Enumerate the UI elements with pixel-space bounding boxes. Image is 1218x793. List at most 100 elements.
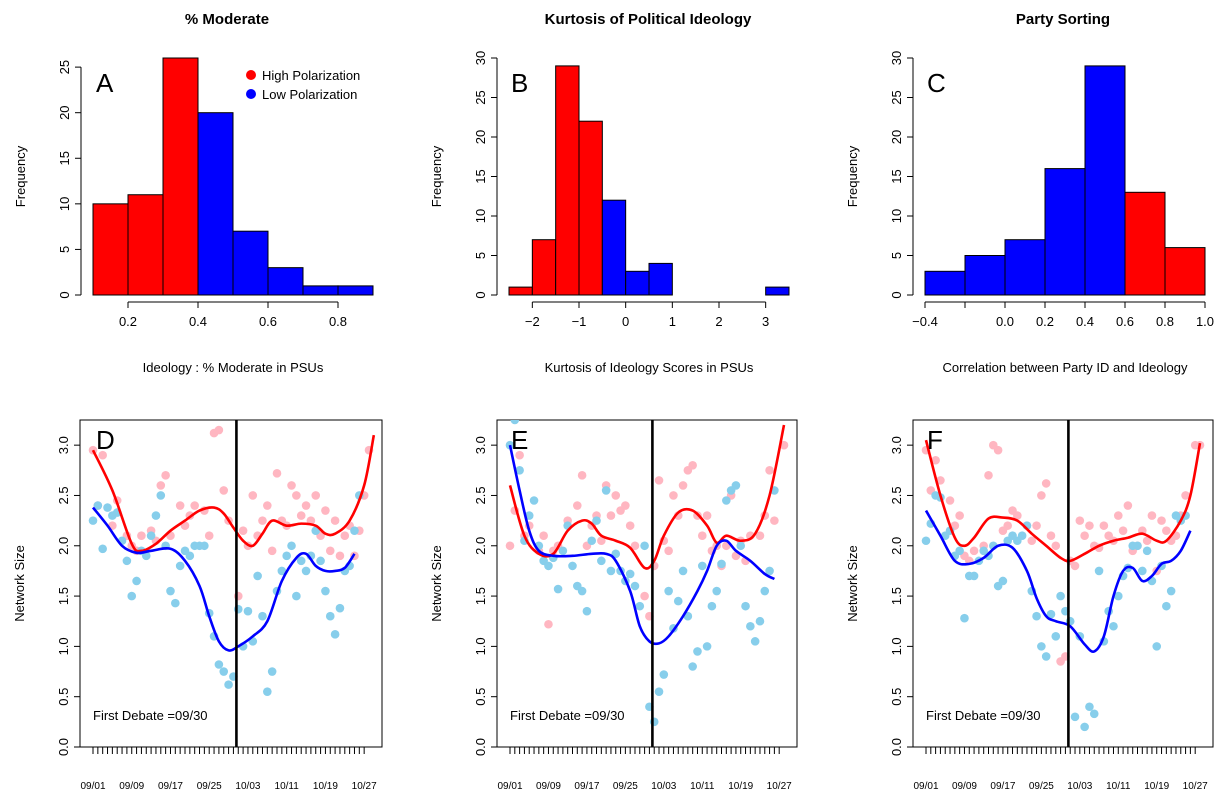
data-point bbox=[697, 531, 707, 541]
data-point bbox=[640, 591, 649, 601]
x-date-label: 09/17 bbox=[990, 781, 1015, 792]
data-point bbox=[505, 541, 515, 551]
trend-line-low bbox=[508, 444, 775, 646]
histogram-bar bbox=[508, 286, 533, 296]
scatter-panel-f: F First Debate =09/30 0.0 0.5 1.0 1.5 2.0 2.5 3.… bbox=[845, 419, 1214, 792]
y-tick-label: 0 bbox=[57, 291, 72, 298]
data-point bbox=[1075, 516, 1085, 525]
histogram-bar bbox=[601, 199, 627, 296]
data-point bbox=[712, 586, 722, 596]
data-point bbox=[238, 526, 248, 535]
data-point bbox=[510, 420, 520, 425]
legend-label: High Polarization bbox=[262, 68, 360, 83]
x-axis-label: Correlation between Party ID and Ideolog… bbox=[943, 360, 1188, 375]
y-tick-label: 2.0 bbox=[473, 537, 488, 555]
data-point bbox=[697, 561, 707, 571]
histogram-bar bbox=[1124, 191, 1166, 296]
y-tick-label: 1.0 bbox=[889, 637, 904, 655]
x-date-label: 09/01 bbox=[80, 781, 105, 792]
trend-line-low bbox=[91, 506, 356, 652]
data-point bbox=[1138, 566, 1147, 576]
y-tick-label: 1.5 bbox=[473, 587, 488, 605]
histogram-bar bbox=[555, 65, 580, 296]
data-point bbox=[955, 546, 964, 556]
panel-title: % Moderate bbox=[185, 11, 269, 28]
data-point bbox=[678, 481, 688, 490]
y-axis: 0 5 10 15 20 25 30 Frequency bbox=[845, 51, 914, 299]
data-point bbox=[539, 531, 548, 541]
y-tick-label: 0.0 bbox=[56, 738, 71, 756]
data-point bbox=[1113, 591, 1123, 601]
legend-swatch bbox=[246, 70, 256, 80]
histogram-bar bbox=[197, 112, 234, 296]
data-point bbox=[1089, 709, 1099, 719]
data-point bbox=[267, 667, 277, 676]
data-point bbox=[529, 496, 539, 505]
x-tick-label: 0.2 bbox=[119, 314, 137, 329]
data-point bbox=[272, 469, 282, 478]
data-point bbox=[1070, 712, 1080, 722]
y-tick-label: 2.0 bbox=[889, 537, 904, 555]
debate-annotation: First Debate =09/30 bbox=[510, 708, 625, 723]
data-point bbox=[611, 491, 621, 500]
y-axis: 0.0 0.5 1.0 1.5 2.0 2.5 3.0 Network Size bbox=[429, 436, 497, 756]
data-point bbox=[219, 667, 229, 676]
y-tick-label: 10 bbox=[889, 209, 904, 223]
data-point bbox=[263, 687, 272, 696]
x-date-label: 10/19 bbox=[313, 781, 338, 792]
data-point bbox=[296, 556, 306, 566]
plot-frame bbox=[912, 419, 1214, 748]
data-point bbox=[597, 556, 606, 566]
data-point bbox=[88, 516, 98, 525]
data-point bbox=[587, 536, 597, 546]
panel-title: Kurtosis of Political Ideology bbox=[545, 11, 752, 28]
data-point bbox=[166, 586, 175, 596]
y-axis: 0 5 10 15 20 25 Frequency bbox=[13, 60, 82, 299]
data-point bbox=[175, 501, 185, 510]
data-point bbox=[1147, 511, 1157, 520]
data-point bbox=[1017, 531, 1027, 541]
trend-line-high bbox=[924, 439, 1202, 563]
y-tick-label: 1.0 bbox=[56, 637, 71, 655]
x-tick-label: 0.8 bbox=[329, 314, 347, 329]
y-axis-label: Network Size bbox=[845, 545, 860, 622]
data-point bbox=[707, 601, 717, 611]
y-tick-label: 0.5 bbox=[473, 688, 488, 706]
data-point bbox=[321, 586, 330, 596]
y-tick-label: 1.5 bbox=[889, 587, 904, 605]
data-point bbox=[214, 425, 224, 435]
data-point bbox=[132, 576, 141, 586]
panel-title: Party Sorting bbox=[1016, 11, 1110, 28]
x-date-label: 09/01 bbox=[497, 781, 522, 792]
data-point bbox=[137, 531, 146, 541]
y-axis-label: Frequency bbox=[845, 145, 860, 207]
y-tick-label: 5 bbox=[889, 252, 904, 259]
x-axis: 09/01 09/09 09/17 09/25 10/03 10/11 10/19 10/27 bbox=[913, 747, 1208, 792]
x-tick-label: 0.2 bbox=[1036, 314, 1054, 329]
plot-frame bbox=[79, 419, 383, 748]
plot-frame bbox=[496, 419, 798, 748]
trend-line-low bbox=[924, 509, 1192, 653]
data-point bbox=[253, 571, 262, 581]
data-point bbox=[200, 541, 209, 551]
x-date-label: 10/27 bbox=[1183, 781, 1208, 792]
debate-annotation: First Debate =09/30 bbox=[926, 708, 1041, 723]
histogram-bar bbox=[92, 203, 129, 296]
y-tick-label: 10 bbox=[57, 197, 72, 211]
data-point bbox=[330, 630, 340, 639]
data-point bbox=[544, 619, 553, 629]
y-tick-label: 3.0 bbox=[56, 436, 71, 454]
data-point bbox=[1099, 521, 1109, 530]
data-point bbox=[267, 546, 277, 556]
data-point bbox=[654, 687, 664, 696]
x-tick-label: −2 bbox=[525, 314, 540, 329]
y-tick-label: 1.5 bbox=[56, 587, 71, 605]
data-point bbox=[1080, 722, 1089, 732]
x-date-label: 10/03 bbox=[1067, 781, 1092, 792]
data-point bbox=[122, 556, 132, 566]
data-point bbox=[1037, 491, 1046, 500]
data-point bbox=[568, 561, 577, 571]
data-point bbox=[258, 611, 267, 621]
